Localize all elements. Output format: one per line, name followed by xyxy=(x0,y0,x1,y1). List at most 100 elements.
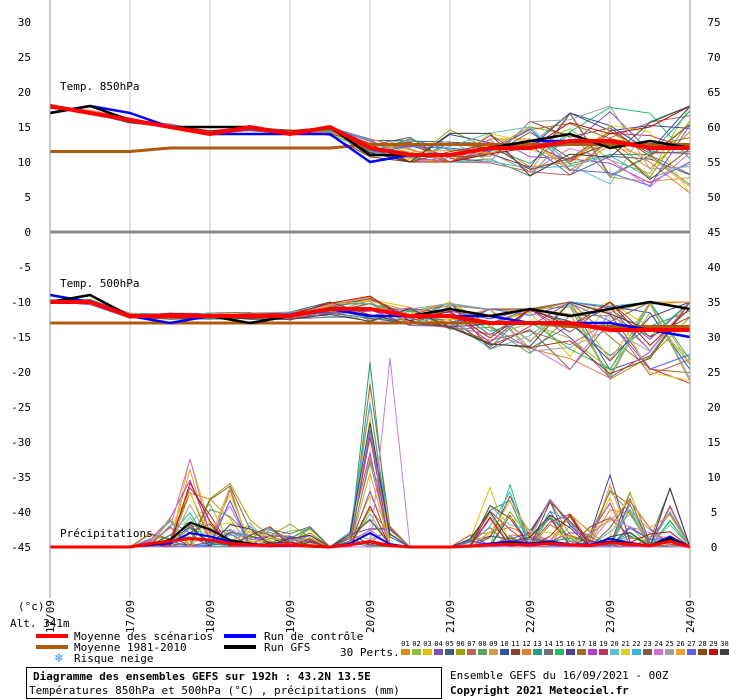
pert-legend-swatch xyxy=(654,649,663,655)
pert-legend-item: 10 xyxy=(499,640,510,658)
pert-legend-item: 25 xyxy=(664,640,675,658)
y-unit-label: (°c) xyxy=(18,600,45,613)
temp850-climate-line xyxy=(50,143,690,153)
pert-legend-number: 11 xyxy=(511,640,520,648)
y-tick-right: 0 xyxy=(711,541,718,554)
y-tick-right: 5 xyxy=(711,506,718,519)
pert-legend-swatch xyxy=(544,649,553,655)
y-tick-left: 25 xyxy=(18,51,31,64)
pert-legend-item: 13 xyxy=(532,640,543,658)
y-tick-right: 60 xyxy=(707,121,720,134)
pert-legend-swatch xyxy=(478,649,487,655)
legend-snow: Risque neige xyxy=(74,652,154,665)
legend-swatch-climate xyxy=(36,645,68,649)
pert-legend-item: 17 xyxy=(576,640,587,658)
y-tick-right: 35 xyxy=(707,296,720,309)
pert-legend-swatch xyxy=(456,649,465,655)
pert-legend-item: 12 xyxy=(521,640,532,658)
snow-icon: ❄ xyxy=(54,651,65,665)
x-tick-label: 22/09 xyxy=(524,600,537,633)
y-tick-left: -40 xyxy=(11,506,31,519)
pert-legend-swatch xyxy=(632,649,641,655)
y-tick-left: -45 xyxy=(11,541,31,554)
pert-legend-number: 26 xyxy=(676,640,685,648)
pert-legend-number: 29 xyxy=(709,640,718,648)
altitude-label: Alt. 341m xyxy=(10,617,70,630)
pert-legend-swatch xyxy=(720,649,729,655)
pert-legend-swatch xyxy=(555,649,564,655)
pert-legend-swatch xyxy=(445,649,454,655)
pert-legend-item: 24 xyxy=(653,640,664,658)
precip-spike-member-line xyxy=(50,357,690,548)
panel-label-precip: Précipitations xyxy=(60,527,153,540)
pert-legend-swatch xyxy=(434,649,443,655)
y-tick-left: -25 xyxy=(11,401,31,414)
x-tick-label: 17/09 xyxy=(44,600,57,633)
temp850-mean-line xyxy=(49,104,690,157)
y-tick-right: 55 xyxy=(707,156,720,169)
y-tick-left: -10 xyxy=(11,296,31,309)
y-tick-right: 65 xyxy=(707,86,720,99)
pert-legend-swatch xyxy=(643,649,652,655)
pert-legend-swatch xyxy=(401,649,410,655)
y-tick-right: 50 xyxy=(707,191,720,204)
pert-legend-number: 07 xyxy=(467,640,476,648)
pert-legend-item: 08 xyxy=(477,640,488,658)
x-tick-label: 23/09 xyxy=(604,600,617,633)
pert-legend-number: 02 xyxy=(412,640,421,648)
pert-legend-item: 16 xyxy=(565,640,576,658)
x-tick-label: 19/09 xyxy=(284,600,297,633)
pert-legend-item: 11 xyxy=(510,640,521,658)
y-tick-right: 45 xyxy=(707,226,720,239)
y-tick-right: 75 xyxy=(707,16,720,29)
pert-legend-swatch xyxy=(709,649,718,655)
pert-legend-item: 19 xyxy=(598,640,609,658)
pert-legend-swatch xyxy=(676,649,685,655)
y-tick-left: 15 xyxy=(18,121,31,134)
legend-gfs: Run GFS xyxy=(264,641,311,654)
pert-legend-number: 14 xyxy=(544,640,553,648)
perturbation-legend: 01 02 03 04 05 06 07 08 09 10 11 12 13 14 15 16 17 18 19 20… xyxy=(400,640,736,658)
y-tick-left: 0 xyxy=(24,226,31,239)
pert-legend-number: 22 xyxy=(632,640,641,648)
pert-legend-number: 30 xyxy=(720,640,729,648)
pert-legend-number: 16 xyxy=(566,640,575,648)
pert-legend-number: 23 xyxy=(643,640,652,648)
pert-legend-swatch xyxy=(500,649,509,655)
pert-legend-number: 20 xyxy=(610,640,619,648)
pert-legend-item: 27 xyxy=(686,640,697,658)
y-tick-left: -30 xyxy=(11,436,31,449)
x-tick-label: 17/09 xyxy=(124,600,137,633)
pert-legend-number: 18 xyxy=(588,640,597,648)
y-tick-left: 30 xyxy=(18,16,31,29)
pert-legend-swatch xyxy=(423,649,432,655)
pert-legend-swatch xyxy=(522,649,531,655)
pert-legend-number: 09 xyxy=(489,640,498,648)
legend-control: Run de contrôle xyxy=(264,630,364,643)
footer-copyright: Copyright 2021 Meteociel.fr xyxy=(450,684,629,697)
pert-legend-item: 05 xyxy=(444,640,455,658)
pert-legend-item: 26 xyxy=(675,640,686,658)
pert-legend-item: 20 xyxy=(609,640,620,658)
pert-legend-item: 15 xyxy=(554,640,565,658)
footer-subtitle: Températures 850hPa et 500hPa (°C) , pré… xyxy=(29,684,400,697)
pert-legend-number: 06 xyxy=(456,640,465,648)
pert-legend-swatch xyxy=(698,649,707,655)
pert-legend-item: 09 xyxy=(488,640,499,658)
pert-legend-number: 03 xyxy=(423,640,432,648)
legend-mean: Moyenne des scénarios xyxy=(74,630,214,643)
y-tick-left: 20 xyxy=(18,86,31,99)
pert-legend-item: 21 xyxy=(620,640,631,658)
panel-label-850: Temp. 850hPa xyxy=(60,80,140,93)
pert-legend-swatch xyxy=(533,649,542,655)
pert-legend-swatch xyxy=(665,649,674,655)
pert-legend-swatch xyxy=(577,649,586,655)
pert-legend-swatch xyxy=(621,649,630,655)
pert-legend-item: 29 xyxy=(708,640,719,658)
y-tick-right: 30 xyxy=(707,331,720,344)
pert-legend-item: 03 xyxy=(422,640,433,658)
pert-legend-number: 10 xyxy=(500,640,509,648)
y-tick-right: 15 xyxy=(707,436,720,449)
pert-legend-number: 28 xyxy=(698,640,707,648)
